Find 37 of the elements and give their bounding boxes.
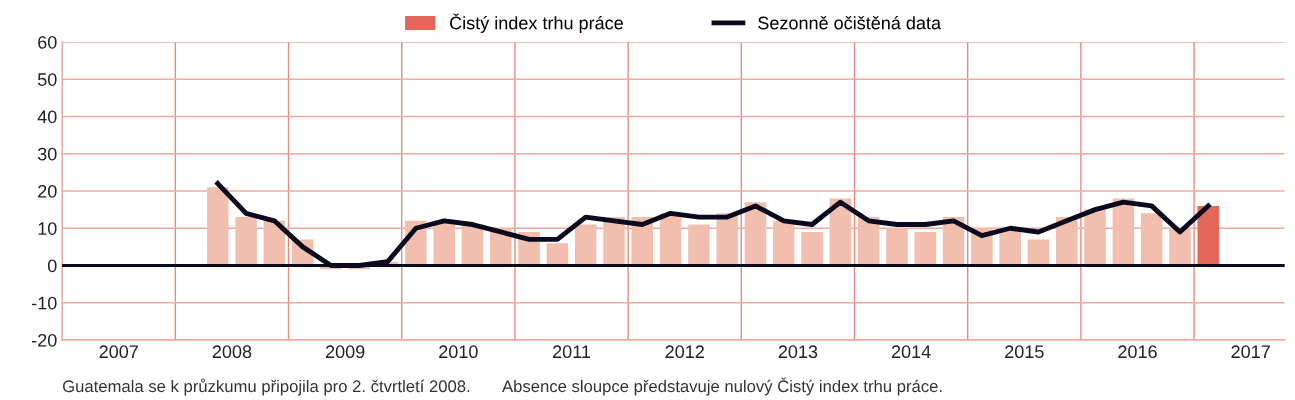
bar: [574, 224, 597, 266]
bar: [688, 224, 710, 266]
y-tick-label: 50: [37, 73, 57, 86]
bar: [1084, 209, 1106, 266]
x-tick-label: 2007: [99, 345, 138, 359]
x-tick-label: 2012: [665, 345, 704, 359]
y-tick-label: 30: [37, 147, 57, 161]
x-tick-label: 2011: [553, 345, 591, 359]
x-tick-label: 2016: [1118, 345, 1157, 359]
y-tick-label: 0: [47, 259, 57, 273]
bar: [801, 231, 823, 266]
x-tick-label: 2017: [1231, 345, 1270, 359]
x-tick-label: 2008: [212, 345, 252, 359]
legend-label: Sezonně očištěná data: [758, 15, 942, 30]
y-tick-label: 20: [38, 184, 57, 198]
text: Guatemala se k průzkumu připojila pro 2. čtvrtletí 2008.: [63, 378, 470, 396]
x-tick-label: 2013: [778, 345, 818, 359]
y-tick-label: -10: [32, 296, 57, 310]
bar: [773, 220, 795, 266]
bar: [1140, 213, 1163, 266]
x-tick-label: 2015: [1005, 345, 1044, 359]
y-tick-label: 60: [38, 35, 57, 49]
y-tick-label: 40: [37, 110, 57, 124]
bar: [886, 228, 908, 266]
bar: [1197, 205, 1219, 266]
bar: [1027, 239, 1050, 266]
bar: [207, 187, 229, 266]
bar: [914, 231, 937, 266]
x-tick-label: 2009: [325, 345, 365, 359]
x-tick-label: 2014: [891, 345, 931, 359]
y-tick-label: -20: [32, 333, 57, 347]
bar: [235, 217, 257, 266]
legend-label: Čistý index trhu práce: [450, 13, 623, 33]
x-tick-label: 2010: [439, 345, 478, 359]
bar: [546, 243, 569, 266]
y-tick-label: 10: [38, 222, 57, 235]
text: Absence sloupce představuje nulový Čistý index trhu práce.: [502, 377, 942, 396]
